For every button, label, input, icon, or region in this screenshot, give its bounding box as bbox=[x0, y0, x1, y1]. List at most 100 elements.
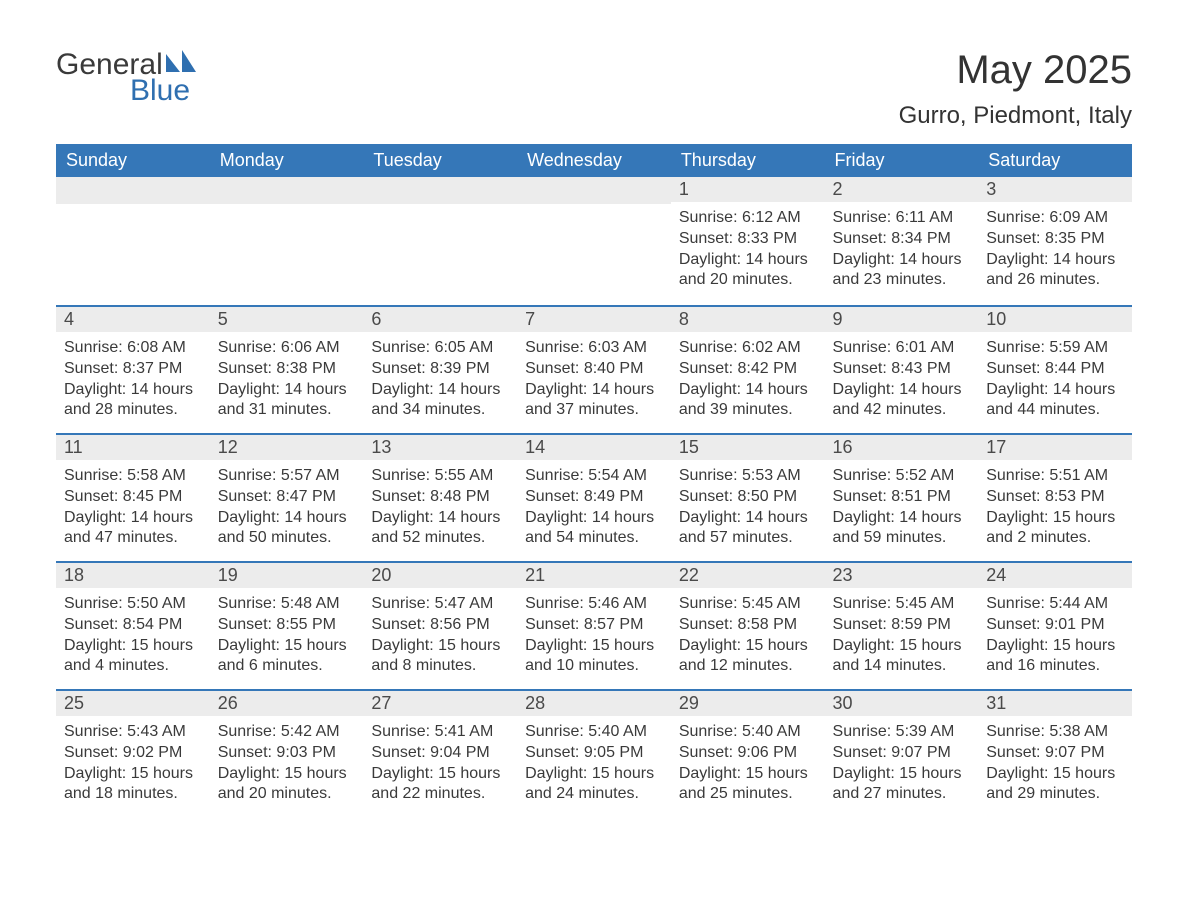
day-number: 22 bbox=[671, 561, 825, 588]
daylight-label: Daylight: bbox=[371, 765, 433, 782]
daylight-label: Daylight: bbox=[64, 765, 126, 782]
sunrise-line: Sunrise: 5:58 AM bbox=[64, 466, 202, 487]
sunrise-label: Sunrise: bbox=[833, 467, 892, 484]
sunrise-line: Sunrise: 5:51 AM bbox=[986, 466, 1124, 487]
sunrise-value: 5:57 AM bbox=[281, 467, 340, 484]
page-header: General Blue May 2025 Gurro, Piedmont, I… bbox=[56, 48, 1132, 130]
sunset-line: Sunset: 8:45 PM bbox=[64, 487, 202, 508]
sunset-value: 8:55 PM bbox=[276, 616, 336, 633]
sunrise-value: 6:08 AM bbox=[127, 339, 186, 356]
day-number: 24 bbox=[978, 561, 1132, 588]
weekday-header: Thursday bbox=[671, 144, 825, 177]
sunset-value: 8:40 PM bbox=[584, 360, 644, 377]
sunset-label: Sunset: bbox=[833, 616, 887, 633]
sunrise-line: Sunrise: 6:02 AM bbox=[679, 338, 817, 359]
day-body: Sunrise: 5:45 AMSunset: 8:59 PMDaylight:… bbox=[825, 588, 979, 681]
day-number: 27 bbox=[363, 689, 517, 716]
calendar-cell: 31Sunrise: 5:38 AMSunset: 9:07 PMDayligh… bbox=[978, 689, 1132, 817]
calendar-cell: 22Sunrise: 5:45 AMSunset: 8:58 PMDayligh… bbox=[671, 561, 825, 689]
daylight-label: Daylight: bbox=[371, 509, 433, 526]
day-number: 19 bbox=[210, 561, 364, 588]
day-number: 6 bbox=[363, 305, 517, 332]
sunset-value: 8:54 PM bbox=[123, 616, 183, 633]
day-number: 20 bbox=[363, 561, 517, 588]
daylight-label: Daylight: bbox=[833, 765, 895, 782]
weekday-header: Tuesday bbox=[363, 144, 517, 177]
daylight-label: Daylight: bbox=[986, 251, 1048, 268]
sunrise-value: 6:02 AM bbox=[742, 339, 801, 356]
sunrise-line: Sunrise: 5:41 AM bbox=[371, 722, 509, 743]
day-body: Sunrise: 5:48 AMSunset: 8:55 PMDaylight:… bbox=[210, 588, 364, 681]
calendar-week-row: 4Sunrise: 6:08 AMSunset: 8:37 PMDaylight… bbox=[56, 305, 1132, 433]
daylight-label: Daylight: bbox=[525, 381, 587, 398]
day-number: 16 bbox=[825, 433, 979, 460]
sunset-label: Sunset: bbox=[525, 744, 579, 761]
sunset-value: 8:42 PM bbox=[738, 360, 798, 377]
sunset-line: Sunset: 8:38 PM bbox=[218, 359, 356, 380]
empty-cell-header bbox=[363, 177, 517, 204]
daylight-line: Daylight: 15 hours and 22 minutes. bbox=[371, 764, 509, 806]
calendar-cell: 26Sunrise: 5:42 AMSunset: 9:03 PMDayligh… bbox=[210, 689, 364, 817]
calendar-cell: 11Sunrise: 5:58 AMSunset: 8:45 PMDayligh… bbox=[56, 433, 210, 561]
day-body: Sunrise: 6:12 AMSunset: 8:33 PMDaylight:… bbox=[671, 202, 825, 295]
sunrise-label: Sunrise: bbox=[218, 595, 277, 612]
day-body: Sunrise: 5:50 AMSunset: 8:54 PMDaylight:… bbox=[56, 588, 210, 681]
daylight-label: Daylight: bbox=[218, 637, 280, 654]
sunset-label: Sunset: bbox=[64, 616, 118, 633]
calendar-cell: 17Sunrise: 5:51 AMSunset: 8:53 PMDayligh… bbox=[978, 433, 1132, 561]
calendar-cell bbox=[56, 177, 210, 305]
day-body: Sunrise: 6:09 AMSunset: 8:35 PMDaylight:… bbox=[978, 202, 1132, 295]
sunset-value: 8:44 PM bbox=[1045, 360, 1105, 377]
sunrise-value: 5:43 AM bbox=[127, 723, 186, 740]
sunrise-label: Sunrise: bbox=[525, 723, 584, 740]
sunrise-line: Sunrise: 5:42 AM bbox=[218, 722, 356, 743]
day-body: Sunrise: 5:58 AMSunset: 8:45 PMDaylight:… bbox=[56, 460, 210, 553]
sunrise-value: 6:03 AM bbox=[588, 339, 647, 356]
sunset-line: Sunset: 8:53 PM bbox=[986, 487, 1124, 508]
sunrise-label: Sunrise: bbox=[833, 723, 892, 740]
sunset-label: Sunset: bbox=[833, 744, 887, 761]
day-number: 13 bbox=[363, 433, 517, 460]
sunrise-value: 6:01 AM bbox=[896, 339, 955, 356]
daylight-label: Daylight: bbox=[986, 509, 1048, 526]
daylight-line: Daylight: 15 hours and 25 minutes. bbox=[679, 764, 817, 806]
calendar-cell: 4Sunrise: 6:08 AMSunset: 8:37 PMDaylight… bbox=[56, 305, 210, 433]
daylight-line: Daylight: 15 hours and 24 minutes. bbox=[525, 764, 663, 806]
calendar-cell: 24Sunrise: 5:44 AMSunset: 9:01 PMDayligh… bbox=[978, 561, 1132, 689]
sunset-label: Sunset: bbox=[218, 488, 272, 505]
day-body: Sunrise: 6:08 AMSunset: 8:37 PMDaylight:… bbox=[56, 332, 210, 425]
day-number: 7 bbox=[517, 305, 671, 332]
day-number: 18 bbox=[56, 561, 210, 588]
daylight-label: Daylight: bbox=[371, 637, 433, 654]
sunset-value: 9:07 PM bbox=[891, 744, 951, 761]
sunset-label: Sunset: bbox=[64, 744, 118, 761]
calendar-cell: 12Sunrise: 5:57 AMSunset: 8:47 PMDayligh… bbox=[210, 433, 364, 561]
daylight-line: Daylight: 14 hours and 57 minutes. bbox=[679, 508, 817, 550]
sunset-value: 8:57 PM bbox=[584, 616, 644, 633]
daylight-line: Daylight: 14 hours and 28 minutes. bbox=[64, 380, 202, 422]
day-number: 28 bbox=[517, 689, 671, 716]
calendar-cell: 16Sunrise: 5:52 AMSunset: 8:51 PMDayligh… bbox=[825, 433, 979, 561]
sunrise-value: 5:55 AM bbox=[435, 467, 494, 484]
sunset-label: Sunset: bbox=[679, 488, 733, 505]
sunset-line: Sunset: 8:57 PM bbox=[525, 615, 663, 636]
day-number: 9 bbox=[825, 305, 979, 332]
sunset-label: Sunset: bbox=[679, 360, 733, 377]
day-number: 5 bbox=[210, 305, 364, 332]
sunrise-line: Sunrise: 5:57 AM bbox=[218, 466, 356, 487]
sunrise-label: Sunrise: bbox=[371, 723, 430, 740]
sunset-line: Sunset: 9:03 PM bbox=[218, 743, 356, 764]
sunset-value: 8:37 PM bbox=[123, 360, 183, 377]
sunrise-value: 5:52 AM bbox=[896, 467, 955, 484]
empty-cell-header bbox=[56, 177, 210, 204]
day-number: 15 bbox=[671, 433, 825, 460]
sunset-label: Sunset: bbox=[679, 616, 733, 633]
sunrise-label: Sunrise: bbox=[986, 723, 1045, 740]
day-body: Sunrise: 5:43 AMSunset: 9:02 PMDaylight:… bbox=[56, 716, 210, 809]
sunset-value: 8:59 PM bbox=[891, 616, 951, 633]
sunset-value: 8:34 PM bbox=[891, 230, 951, 247]
daylight-line: Daylight: 15 hours and 8 minutes. bbox=[371, 636, 509, 678]
daylight-label: Daylight: bbox=[679, 251, 741, 268]
sunset-label: Sunset: bbox=[833, 488, 887, 505]
sunset-line: Sunset: 8:55 PM bbox=[218, 615, 356, 636]
